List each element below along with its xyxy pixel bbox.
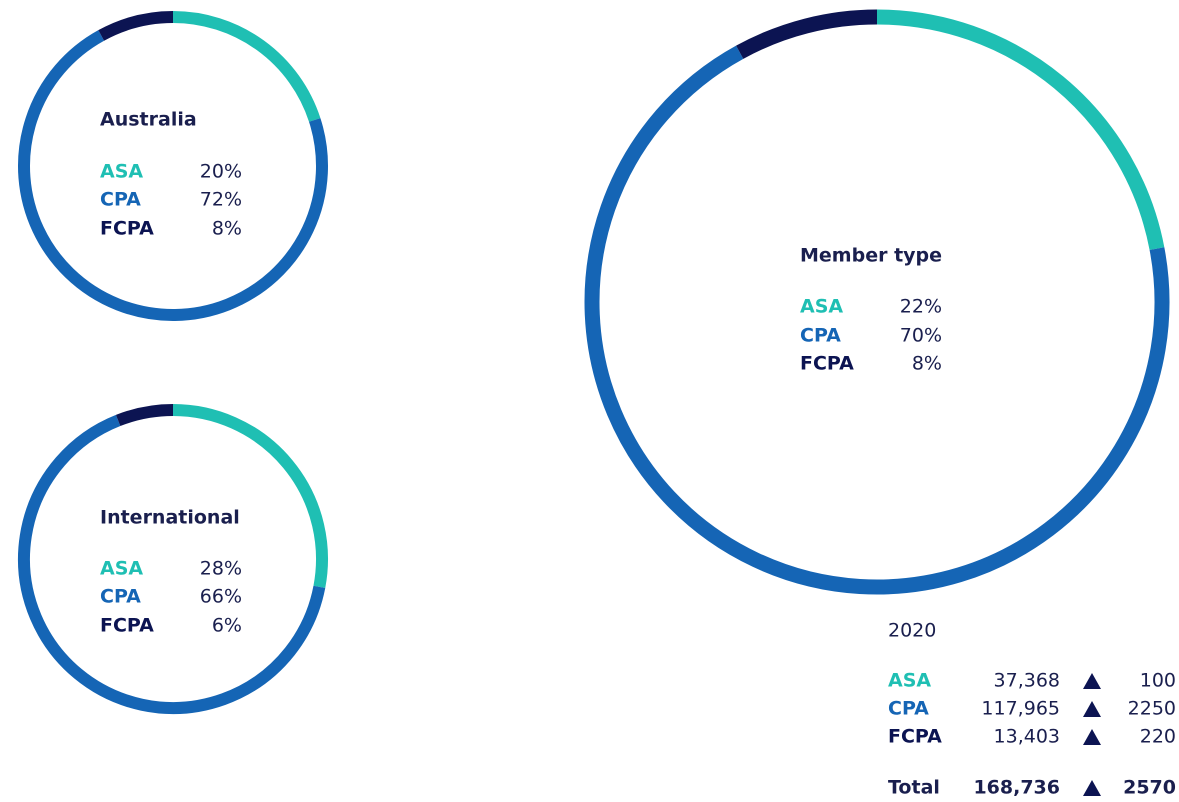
legend-label: ASA <box>100 558 143 580</box>
legend-label: ASA <box>100 161 143 183</box>
row-label: ASA <box>888 670 931 692</box>
donut-slice <box>584 45 1170 595</box>
value-label: 28% <box>200 558 242 580</box>
donut-slice <box>172 11 321 122</box>
donut-slice <box>18 30 328 321</box>
donut-slice <box>115 404 174 427</box>
legend-label: ASA <box>800 296 843 318</box>
donut-slice <box>18 414 326 714</box>
value-label: 6% <box>212 615 242 637</box>
legend-label: FCPA <box>100 615 154 637</box>
value-label: 8% <box>212 218 242 240</box>
chart-title: Member type <box>800 245 942 267</box>
value-label: 70% <box>900 325 942 347</box>
row-change: 2570 <box>1123 777 1176 799</box>
row-label: Total <box>888 777 940 799</box>
value-label: 66% <box>200 586 242 608</box>
row-count: 37,368 <box>994 670 1060 692</box>
row-count: 168,736 <box>973 777 1060 799</box>
value-label: 8% <box>912 353 942 375</box>
value-label: 22% <box>900 296 942 318</box>
increase-icon <box>1083 673 1101 689</box>
donut-slice <box>172 404 328 589</box>
table-title: 2020 <box>888 620 936 642</box>
row-change: 100 <box>1140 670 1176 692</box>
value-label: 20% <box>200 161 242 183</box>
chart-title: Australia <box>100 109 197 131</box>
increase-icon <box>1083 780 1101 796</box>
row-count: 117,965 <box>981 698 1060 720</box>
value-label: 72% <box>200 189 242 211</box>
row-label: CPA <box>888 698 929 720</box>
row-change: 2250 <box>1128 698 1176 720</box>
legend-label: CPA <box>100 586 141 608</box>
legend-label: CPA <box>800 325 841 347</box>
donut-slice <box>876 9 1165 251</box>
row-change: 220 <box>1140 726 1176 748</box>
row-label: FCPA <box>888 726 942 748</box>
donut-slice <box>98 11 174 41</box>
chart-title: International <box>100 507 240 529</box>
row-count: 13,403 <box>994 726 1060 748</box>
legend-label: FCPA <box>800 353 854 375</box>
donut-slice <box>736 9 878 59</box>
legend-label: CPA <box>100 189 141 211</box>
legend-label: FCPA <box>100 218 154 240</box>
increase-icon <box>1083 701 1101 717</box>
increase-icon <box>1083 729 1101 745</box>
